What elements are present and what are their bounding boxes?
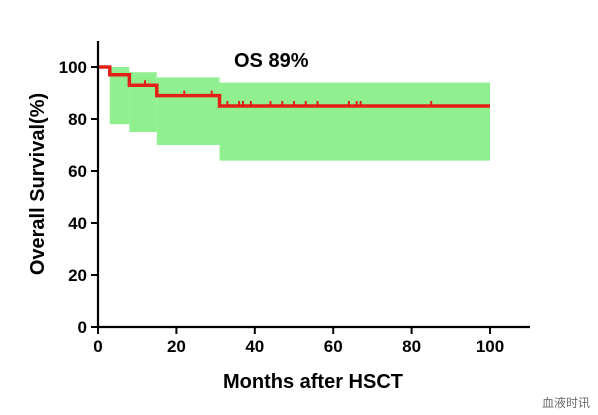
censor-marks (144, 80, 433, 107)
x-tick-label: 60 (324, 337, 343, 356)
x-axis-label: Months after HSCT (223, 371, 403, 393)
ci-band-segment (219, 82, 490, 161)
x-tick-label: 100 (476, 337, 504, 356)
survival-curve (98, 65, 490, 108)
x-tick-label: 40 (245, 337, 264, 356)
x-tick-label: 80 (402, 337, 421, 356)
y-tick-label: 20 (68, 266, 87, 285)
ci-band-segment (129, 72, 157, 132)
ci-band-segment (109, 67, 130, 125)
confidence-band (109, 67, 490, 161)
tick-labels: 0 20 40 60 80 100 0 20 40 60 80 100 (59, 58, 505, 356)
os-annotation: OS 89% (234, 50, 309, 72)
y-tick-label: 80 (68, 110, 87, 129)
y-tick-label: 60 (68, 162, 87, 181)
axes (91, 41, 530, 334)
x-tick-label: 20 (167, 337, 186, 356)
x-tick-label: 0 (93, 337, 102, 356)
y-tick-label: 40 (68, 214, 87, 233)
y-axis-label: Overall Survival(%) (27, 93, 49, 275)
y-tick-label: 100 (59, 58, 87, 77)
y-tick-label: 0 (78, 318, 87, 337)
survival-line (98, 65, 490, 108)
watermark: 血液时讯 (541, 396, 590, 410)
ci-band-segment (156, 77, 220, 145)
